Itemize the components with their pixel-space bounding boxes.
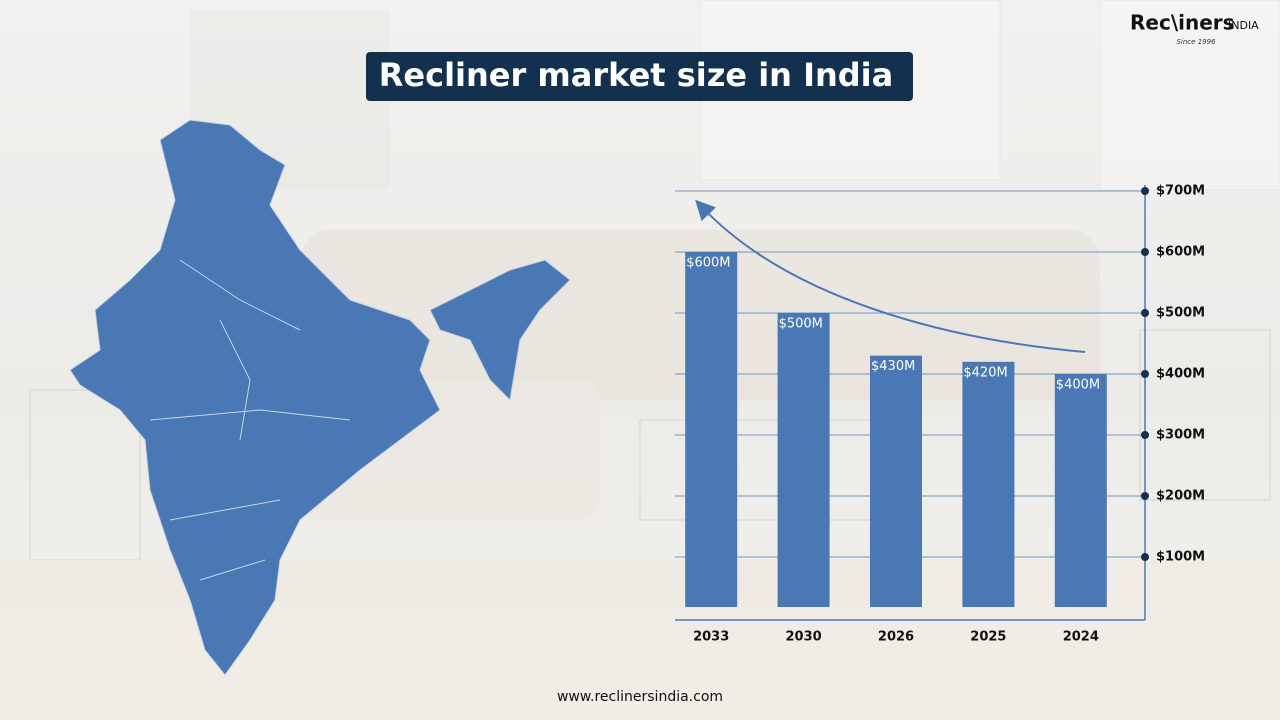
chart-title: Recliner market size in India: [379, 56, 893, 94]
tick-dot: [1141, 187, 1149, 195]
x-tick-label: 2024: [1063, 630, 1099, 645]
tagline: Since 1996: [1176, 38, 1216, 46]
value-label: $500M: [779, 317, 823, 332]
bar: [870, 355, 922, 607]
bar: [1054, 374, 1107, 607]
value-label: $430M: [871, 359, 915, 374]
value-label: $600M: [686, 256, 730, 271]
bar: [962, 361, 1015, 607]
bar: [685, 252, 738, 607]
tick-dot: [1141, 553, 1149, 561]
title-box: [366, 52, 913, 101]
y-tick-label: $400M: [1156, 367, 1205, 382]
x-tick-label: 2033: [693, 630, 729, 645]
bar: [777, 313, 830, 607]
brand: Rec\iners: [1130, 11, 1235, 35]
tick-dot: [1141, 309, 1149, 317]
y-tick-label: $600M: [1156, 245, 1205, 260]
tick-dot: [1141, 248, 1149, 256]
tick-dot: [1141, 492, 1149, 500]
brand-suffix: INDIA: [1228, 19, 1259, 32]
y-tick-label: $100M: [1156, 550, 1205, 565]
india-map: [69, 119, 571, 676]
x-tick-label: 2026: [878, 630, 914, 645]
x-tick-label: 2030: [786, 630, 822, 645]
tick-dot: [1141, 431, 1149, 439]
y-tick-label: $300M: [1156, 428, 1205, 443]
value-label: $420M: [963, 365, 1007, 380]
y-tick-label: $500M: [1156, 306, 1205, 321]
value-label: $400M: [1056, 378, 1100, 393]
tick-dot: [1141, 370, 1149, 378]
y-tick-label: $700M: [1156, 184, 1205, 199]
website: www.reclinersindia.com: [557, 689, 723, 705]
trend-arrow: [695, 199, 1086, 353]
x-tick-label: 2025: [970, 630, 1006, 645]
y-tick-label: $200M: [1156, 489, 1205, 504]
